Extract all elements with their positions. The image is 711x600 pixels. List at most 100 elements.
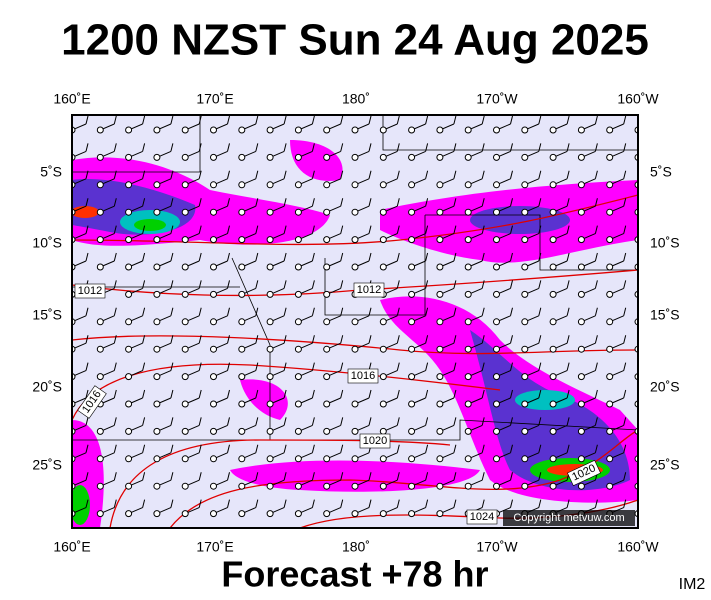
barb-flag	[481, 115, 485, 125]
station	[351, 400, 359, 408]
barb-flag	[113, 280, 117, 289]
station	[153, 290, 161, 298]
station	[549, 318, 557, 326]
station	[323, 510, 331, 518]
right-lat-label: 20˚S	[650, 379, 680, 395]
station	[153, 345, 161, 353]
barb-flag	[142, 389, 146, 399]
station	[294, 510, 302, 518]
barb-flag	[368, 170, 372, 179]
barb-flag	[510, 472, 513, 481]
barb-flag	[85, 115, 89, 125]
station	[408, 236, 416, 244]
right-lat-label: 10˚S	[650, 235, 680, 251]
station	[210, 126, 217, 134]
top-lon-label: 180˚	[342, 91, 370, 107]
barb-flag	[623, 335, 627, 344]
barb-flag	[481, 472, 485, 481]
barb-flag	[368, 115, 372, 125]
station	[125, 126, 133, 134]
station	[521, 181, 529, 189]
map-area	[72, 115, 638, 528]
right-lat-label: 25˚S	[650, 457, 680, 473]
station	[464, 263, 472, 271]
barb-flag	[481, 280, 485, 289]
station	[210, 318, 217, 326]
station	[606, 263, 614, 271]
barb-flag	[283, 417, 287, 426]
barb-flag	[227, 280, 230, 289]
station	[436, 455, 444, 463]
barb-flag	[510, 143, 513, 152]
barb-flag	[227, 225, 230, 234]
station	[521, 345, 529, 353]
barb-flag	[142, 417, 146, 426]
station	[351, 153, 359, 161]
barb-flag	[510, 389, 513, 399]
station	[351, 263, 359, 271]
station	[96, 181, 104, 189]
barb-flag	[311, 472, 315, 481]
top-lon-label: 160˚E	[53, 91, 90, 107]
barb-flag	[566, 444, 570, 453]
barb-flag	[113, 335, 117, 344]
barb-flag	[170, 170, 174, 179]
barb-flag	[311, 389, 315, 399]
barb-flag	[396, 472, 400, 481]
station	[238, 290, 246, 298]
barb-flag	[566, 115, 570, 125]
barb-flag	[623, 362, 627, 371]
station	[96, 126, 104, 134]
barb-flag	[425, 170, 429, 179]
station	[577, 318, 585, 326]
station	[379, 318, 387, 326]
barb-flag	[594, 417, 598, 426]
barb-flag	[255, 499, 259, 508]
station	[351, 236, 359, 244]
station	[606, 455, 614, 463]
barb-flag	[425, 280, 429, 289]
station	[379, 236, 387, 244]
station	[577, 290, 585, 298]
station	[181, 236, 189, 244]
barb-flag	[255, 362, 259, 371]
barb-flag	[198, 143, 202, 152]
station	[436, 427, 444, 435]
isobar-label-box	[466, 509, 498, 525]
right-lat-label: 5˚S	[650, 164, 672, 180]
station	[181, 318, 189, 326]
barb-flag	[283, 252, 287, 262]
station	[96, 153, 104, 161]
barb-flag	[538, 362, 542, 371]
barb-flag	[623, 417, 627, 426]
barb-flag	[311, 143, 315, 152]
station	[125, 153, 133, 161]
station	[436, 345, 444, 353]
barb-flag	[425, 444, 429, 453]
station	[577, 153, 585, 161]
station	[521, 455, 529, 463]
station	[549, 427, 557, 435]
station	[181, 455, 189, 463]
barb-flag	[481, 143, 485, 152]
barb-flag	[85, 389, 89, 399]
barb-flag	[481, 444, 485, 453]
barb-flag	[85, 444, 89, 453]
station	[379, 263, 387, 271]
station	[125, 455, 133, 463]
station	[238, 181, 246, 189]
barb-flag	[113, 389, 117, 399]
station	[266, 236, 274, 244]
barb-flag	[510, 170, 513, 179]
station	[493, 345, 500, 353]
barb-flag	[566, 307, 570, 316]
barb-flag	[227, 362, 230, 371]
station	[464, 236, 472, 244]
station	[210, 208, 217, 216]
barb-flag	[566, 143, 570, 152]
station	[379, 373, 387, 381]
barb-flag	[311, 499, 315, 508]
barb-flag	[283, 389, 287, 399]
barb-flag	[340, 335, 344, 344]
station	[549, 400, 557, 408]
